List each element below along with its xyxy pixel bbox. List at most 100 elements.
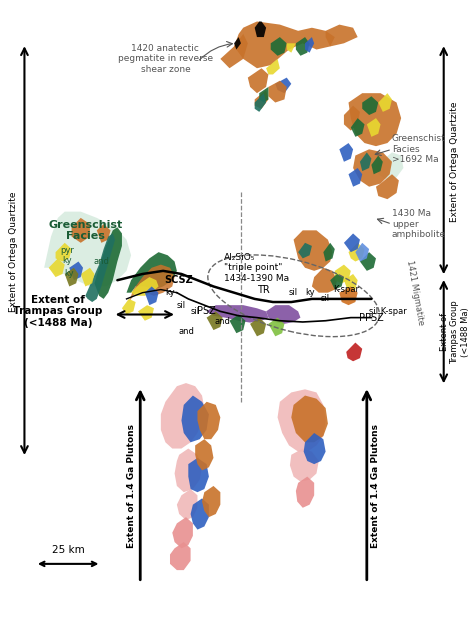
Polygon shape	[170, 542, 191, 570]
Polygon shape	[339, 143, 353, 162]
Text: 1420 anatectic
pegmatite in reverse
shear zone: 1420 anatectic pegmatite in reverse shea…	[118, 44, 213, 74]
Text: PSZ: PSZ	[197, 306, 216, 316]
Polygon shape	[275, 77, 292, 93]
Polygon shape	[266, 59, 280, 74]
Polygon shape	[145, 286, 159, 305]
Polygon shape	[339, 286, 358, 305]
Polygon shape	[234, 21, 335, 68]
Polygon shape	[55, 243, 72, 262]
Polygon shape	[292, 396, 328, 442]
Polygon shape	[376, 174, 399, 199]
Polygon shape	[255, 90, 268, 109]
Polygon shape	[287, 43, 296, 53]
Polygon shape	[304, 433, 326, 464]
Polygon shape	[293, 230, 332, 271]
Text: Al₂SiO₅
"triple point"
1434-1390 Ma: Al₂SiO₅ "triple point" 1434-1390 Ma	[224, 253, 289, 282]
Polygon shape	[191, 498, 209, 530]
Polygon shape	[207, 305, 268, 323]
Polygon shape	[344, 233, 360, 252]
Text: sil K-spar: sil K-spar	[369, 307, 406, 316]
Text: Extent of
Trampas Group
(<1488 Ma): Extent of Trampas Group (<1488 Ma)	[440, 300, 470, 364]
Text: Extent of 1.4 Ga Plutons: Extent of 1.4 Ga Plutons	[127, 424, 136, 548]
Text: 1421 Migmatite: 1421 Migmatite	[405, 259, 425, 326]
Polygon shape	[255, 93, 266, 112]
Polygon shape	[72, 218, 90, 243]
Polygon shape	[177, 489, 198, 520]
Polygon shape	[346, 343, 362, 361]
Polygon shape	[248, 68, 268, 93]
Polygon shape	[312, 268, 337, 292]
Polygon shape	[296, 477, 314, 508]
Polygon shape	[305, 37, 314, 53]
Text: Greenschist
Facies
>1692 Ma: Greenschist Facies >1692 Ma	[392, 135, 446, 164]
Polygon shape	[348, 93, 401, 146]
Polygon shape	[207, 311, 223, 330]
Polygon shape	[122, 299, 136, 314]
Polygon shape	[362, 96, 378, 115]
Polygon shape	[378, 93, 392, 112]
Polygon shape	[129, 265, 174, 302]
Text: ky: ky	[64, 269, 74, 279]
Polygon shape	[138, 305, 154, 321]
Text: Extent of
Trampas Group
(<1488 Ma): Extent of Trampas Group (<1488 Ma)	[13, 295, 102, 328]
Text: PPSZ: PPSZ	[359, 313, 384, 323]
Polygon shape	[195, 439, 213, 470]
Polygon shape	[172, 517, 193, 548]
Text: Extent of 1.4 Ga Plutons: Extent of 1.4 Ga Plutons	[372, 424, 381, 548]
Polygon shape	[234, 37, 241, 50]
Polygon shape	[360, 252, 376, 271]
Polygon shape	[229, 314, 246, 333]
Polygon shape	[348, 168, 362, 187]
Polygon shape	[259, 87, 268, 103]
Polygon shape	[69, 262, 83, 280]
Polygon shape	[202, 486, 220, 517]
Polygon shape	[356, 243, 369, 262]
Text: SCSZ: SCSZ	[164, 276, 192, 285]
Polygon shape	[290, 448, 319, 482]
Polygon shape	[376, 152, 403, 181]
Text: and: and	[178, 328, 194, 337]
Polygon shape	[49, 259, 65, 277]
Polygon shape	[367, 118, 381, 137]
Polygon shape	[360, 152, 372, 171]
Polygon shape	[298, 243, 312, 259]
Polygon shape	[182, 396, 209, 442]
Polygon shape	[131, 277, 159, 296]
Polygon shape	[330, 274, 344, 289]
Text: ky: ky	[165, 288, 175, 297]
Polygon shape	[161, 383, 204, 448]
Polygon shape	[271, 37, 287, 56]
Text: sil: sil	[177, 301, 186, 309]
Polygon shape	[351, 118, 365, 137]
Text: pyr
ky: pyr ky	[60, 245, 74, 265]
Polygon shape	[250, 318, 266, 337]
Polygon shape	[335, 265, 351, 283]
Polygon shape	[296, 37, 310, 56]
Polygon shape	[81, 268, 94, 286]
Text: ky: ky	[305, 288, 314, 297]
Polygon shape	[353, 149, 392, 187]
Polygon shape	[188, 458, 209, 492]
Polygon shape	[174, 448, 202, 492]
Polygon shape	[85, 233, 115, 302]
Text: sil: sil	[191, 307, 200, 316]
Text: sil: sil	[289, 288, 298, 297]
Polygon shape	[44, 211, 131, 286]
Text: Greenschist
Facies: Greenschist Facies	[48, 220, 122, 241]
Polygon shape	[220, 34, 248, 68]
Polygon shape	[255, 21, 266, 37]
Text: and: and	[93, 257, 109, 266]
Text: K-spar: K-spar	[333, 285, 359, 294]
Polygon shape	[65, 268, 79, 286]
Text: Extent of Ortega Quartzite: Extent of Ortega Quartzite	[450, 101, 459, 222]
Polygon shape	[348, 243, 365, 262]
Polygon shape	[97, 224, 110, 243]
Text: 25 km: 25 km	[52, 545, 84, 555]
Polygon shape	[198, 402, 220, 439]
Polygon shape	[372, 155, 383, 174]
Text: sil: sil	[321, 294, 330, 303]
Text: 1430 Ma
upper
amphibolite: 1430 Ma upper amphibolite	[392, 209, 446, 239]
Polygon shape	[326, 25, 358, 47]
Polygon shape	[268, 81, 287, 103]
Polygon shape	[323, 243, 335, 262]
